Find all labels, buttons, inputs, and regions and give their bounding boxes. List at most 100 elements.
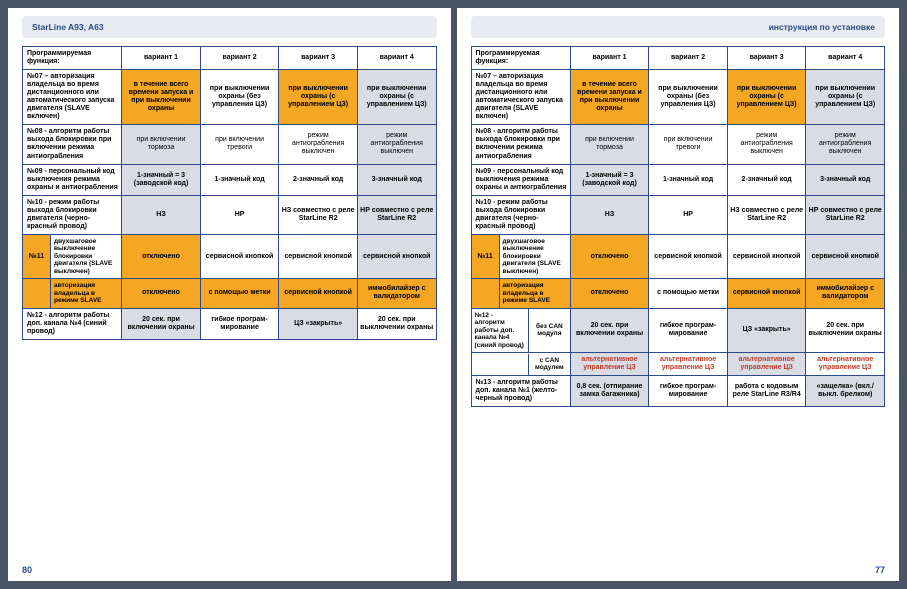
table-cell: с помощью метки bbox=[200, 279, 279, 308]
table-cell: в течение всего времени запуска и при вы… bbox=[570, 70, 649, 125]
n12-spacer bbox=[472, 354, 529, 375]
table-cell: режим антиограбления выключен bbox=[279, 125, 358, 164]
th-v1: вариант 1 bbox=[570, 47, 649, 70]
th-func: Программируемая функция: bbox=[471, 47, 570, 70]
header-right: инструкция по установке bbox=[471, 16, 886, 38]
page-number: 77 bbox=[875, 565, 885, 575]
n11-sub2: авторизация владельца в режиме SLAVE bbox=[499, 279, 570, 307]
table-cell: при включении тревоги bbox=[200, 125, 279, 164]
table-cell: 20 сек. при выключении охраны bbox=[357, 308, 436, 339]
table-cell: «защелка» (вкл./выкл. брелком) bbox=[806, 376, 885, 407]
th-v2: вариант 2 bbox=[649, 47, 728, 70]
table-cell: в течение всего времени запуска и при вы… bbox=[122, 70, 201, 125]
table-cell: режим антиограбления выключен bbox=[727, 125, 806, 164]
table-cell: при выключении охраны (с управлением ЦЗ) bbox=[279, 70, 358, 125]
th-v1: вариант 1 bbox=[122, 47, 201, 70]
table-cell: НР bbox=[200, 195, 279, 234]
func-cell: №07 – авторизация владельца во время дис… bbox=[471, 70, 570, 125]
n11-spacer bbox=[472, 279, 500, 307]
table-cell: иммобилайзер с валидатором bbox=[357, 279, 436, 308]
func-cell: №08 - алгоритм работы выхода блокировки … bbox=[471, 125, 570, 164]
table-cell: отключено bbox=[570, 279, 649, 308]
func-cell: №10 - режим работы выхода блокировки дви… bbox=[23, 195, 122, 234]
table-cell: 2-значный код bbox=[727, 164, 806, 195]
table-cell: сервисной кнопкой bbox=[806, 234, 885, 278]
n12-func: №12 - алгоритм работы доп. канала №4 (си… bbox=[472, 309, 529, 352]
table-right: Программируемая функция: вариант 1 вариа… bbox=[471, 46, 886, 407]
func-cell: №08 - алгоритм работы выхода блокировки … bbox=[23, 125, 122, 164]
table-cell: сервисной кнопкой bbox=[649, 234, 728, 278]
th-func: Программируемая функция: bbox=[23, 47, 122, 70]
table-cell: альтернативное управление ЦЗ bbox=[649, 352, 728, 375]
n11-label: №11 bbox=[23, 235, 51, 278]
table-cell: НЗ совместно с реле StarLine R2 bbox=[727, 195, 806, 234]
table-cell: 3-значный код bbox=[806, 164, 885, 195]
table-cell: 1-значный код bbox=[200, 164, 279, 195]
func-cell: №09 - персональный код выключения режима… bbox=[23, 164, 122, 195]
table-cell: при включении тормоза bbox=[122, 125, 201, 164]
table-cell: сервисной кнопкой bbox=[727, 279, 806, 308]
n12-sub2: с CAN модулем bbox=[528, 354, 569, 375]
n11-sub2: авторизация владельца в режиме SLAVE bbox=[51, 279, 122, 307]
table-cell: 1-значный = 3 (заводской код) bbox=[122, 164, 201, 195]
table-cell: альтернативное управление ЦЗ bbox=[806, 352, 885, 375]
table-cell: НР bbox=[649, 195, 728, 234]
table-cell: при выключении охраны (с управлением ЦЗ) bbox=[806, 70, 885, 125]
table-cell: отключено bbox=[122, 279, 201, 308]
table-cell: гибкое програм-мирование bbox=[649, 308, 728, 352]
th-v4: вариант 4 bbox=[806, 47, 885, 70]
func-cell: №13 - алгоритм работы доп. канала №1 (же… bbox=[471, 376, 570, 407]
header-left: StarLine A93, A63 bbox=[22, 16, 437, 38]
table-left: Программируемая функция: вариант 1 вариа… bbox=[22, 46, 437, 340]
func-cell: №10 - режим работы выхода блокировки дви… bbox=[471, 195, 570, 234]
table-cell: с помощью метки bbox=[649, 279, 728, 308]
n12-sub1: без CAN модуля bbox=[528, 309, 569, 352]
page-right: инструкция по установке Программируемая … bbox=[457, 8, 900, 581]
table-cell: иммобилайзер с валидатором bbox=[806, 279, 885, 308]
th-v3: вариант 3 bbox=[279, 47, 358, 70]
table-cell: 3-значный код bbox=[357, 164, 436, 195]
func-cell: №07 – авторизация владельца во время дис… bbox=[23, 70, 122, 125]
table-cell: альтернативное управление ЦЗ bbox=[570, 352, 649, 375]
table-cell: гибкое програм-мирование bbox=[200, 308, 279, 339]
th-v3: вариант 3 bbox=[727, 47, 806, 70]
n11-sub1: двухшаговое выключение блокировки двигат… bbox=[51, 235, 122, 278]
func-cell: №12 - алгоритм работы доп. канала №4 (си… bbox=[23, 308, 122, 339]
table-cell: при выключении охраны (с управлением ЦЗ) bbox=[727, 70, 806, 125]
table-cell: НР совместно с реле StarLine R2 bbox=[806, 195, 885, 234]
table-cell: отключено bbox=[122, 234, 201, 278]
table-cell: 1-значный код bbox=[649, 164, 728, 195]
th-v4: вариант 4 bbox=[357, 47, 436, 70]
table-cell: сервисной кнопкой bbox=[200, 234, 279, 278]
table-cell: при включении тормоза bbox=[570, 125, 649, 164]
table-cell: НР совместно с реле StarLine R2 bbox=[357, 195, 436, 234]
table-cell: при выключении охраны (без управления ЦЗ… bbox=[649, 70, 728, 125]
n11-spacer bbox=[23, 279, 51, 307]
table-cell: 20 сек. при включении охраны bbox=[122, 308, 201, 339]
table-cell: ЦЗ «закрыть» bbox=[727, 308, 806, 352]
n11-label: №11 bbox=[472, 235, 500, 278]
table-cell: сервисной кнопкой bbox=[357, 234, 436, 278]
table-cell: НЗ bbox=[570, 195, 649, 234]
table-cell: гибкое програм-мирование bbox=[649, 376, 728, 407]
table-cell: сервисной кнопкой bbox=[727, 234, 806, 278]
table-cell: 20 сек. при выключении охраны bbox=[806, 308, 885, 352]
table-cell: при включении тревоги bbox=[649, 125, 728, 164]
table-cell: 0,8 сек. (отпирание замка багажника) bbox=[570, 376, 649, 407]
table-cell: режим антиограбления выключен bbox=[806, 125, 885, 164]
n12-wrap: №12 - алгоритм работы доп. канала №4 (си… bbox=[471, 308, 570, 352]
n11-wrap: №11 двухшаговое выключение блокировки дв… bbox=[471, 234, 570, 278]
table-cell: НЗ bbox=[122, 195, 201, 234]
n11-wrap2: авторизация владельца в режиме SLAVE bbox=[471, 279, 570, 308]
table-cell: сервисной кнопкой bbox=[279, 234, 358, 278]
table-cell: 20 сек. при включении охраны bbox=[570, 308, 649, 352]
table-cell: НЗ совместно с реле StarLine R2 bbox=[279, 195, 358, 234]
table-cell: ЦЗ «закрыть» bbox=[279, 308, 358, 339]
table-cell: при выключении охраны (с управлением ЦЗ) bbox=[357, 70, 436, 125]
th-v2: вариант 2 bbox=[200, 47, 279, 70]
table-cell: отключено bbox=[570, 234, 649, 278]
table-cell: при выключении охраны (без управления ЦЗ… bbox=[200, 70, 279, 125]
table-cell: сервисной кнопкой bbox=[279, 279, 358, 308]
table-cell: режим антиограбления выключен bbox=[357, 125, 436, 164]
table-cell: работа с кодовым реле StarLine R3/R4 bbox=[727, 376, 806, 407]
